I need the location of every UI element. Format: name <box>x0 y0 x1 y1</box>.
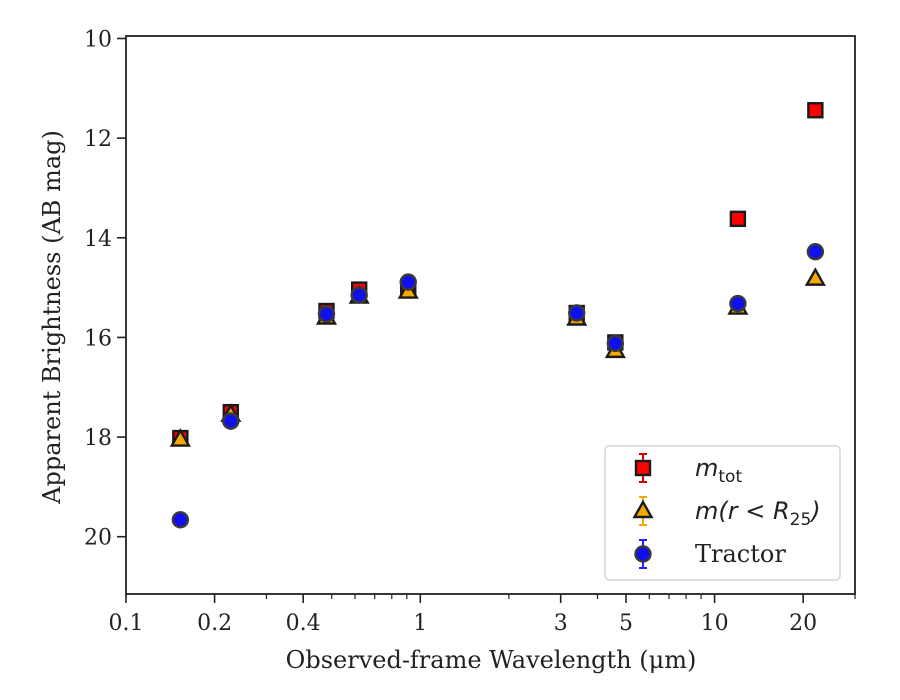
legend: mtot m(r < R25) Tractor <box>604 445 841 581</box>
data-point-circle <box>350 286 368 304</box>
x-tick-label: 5 <box>619 611 633 636</box>
x-tick-label: 1 <box>413 611 427 636</box>
axis-frame <box>125 35 856 595</box>
axes: 0.1 0.2 0.4 1 3 5 10 20 10 12 14 16 18 20 <box>84 27 856 636</box>
data-point-circle <box>317 305 336 323</box>
data-point-circle <box>568 304 586 322</box>
legend-marker-triangle <box>632 499 654 519</box>
y-tick-label: 14 <box>84 227 112 252</box>
data-point-circle <box>171 511 190 529</box>
x-tick-label: 0.1 <box>109 611 144 636</box>
y-tick-label: 20 <box>84 526 112 551</box>
x-tick-label: 20 <box>789 611 817 636</box>
y-tick-label: 18 <box>84 426 112 451</box>
y-tick-label: 10 <box>84 27 112 52</box>
data-point-triangle <box>169 428 191 447</box>
series-circle <box>171 243 825 529</box>
legend-frame <box>604 445 841 581</box>
data-point-circle <box>399 273 417 291</box>
data-marks <box>169 102 826 529</box>
legend-marker-square <box>634 459 652 477</box>
y-axis-label: Apparent Brightness (AB mag) <box>38 130 66 505</box>
y-tick-label: 16 <box>84 326 112 351</box>
data-point-square <box>807 102 824 119</box>
legend-label: m(r < R25) <box>695 497 821 530</box>
x-tick-label: 0.2 <box>197 611 232 636</box>
y-tick-label: 12 <box>84 127 112 152</box>
data-point-circle <box>806 243 825 261</box>
data-point-circle <box>606 334 625 353</box>
legend-marker-circle <box>634 545 652 563</box>
data-point-circle <box>222 412 240 430</box>
x-tick-label: 10 <box>701 611 729 636</box>
data-point-triangle <box>804 267 826 286</box>
x-axis-label: Observed-frame Wavelength (μm) <box>286 646 697 674</box>
x-tick-label: 0.4 <box>286 611 321 636</box>
data-point-circle <box>729 294 747 313</box>
data-point-square <box>729 210 747 228</box>
x-tick-label: 3 <box>554 611 568 636</box>
legend-label: mtot <box>695 454 742 487</box>
legend-label: Tractor <box>695 540 786 568</box>
